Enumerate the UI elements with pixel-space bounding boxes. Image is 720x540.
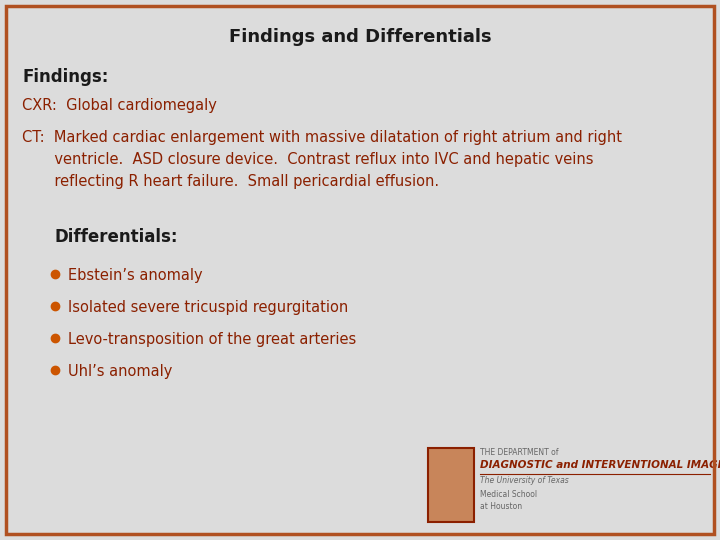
Text: CXR:  Global cardiomegaly: CXR: Global cardiomegaly bbox=[22, 98, 217, 113]
Text: reflecting R heart failure.  Small pericardial effusion.: reflecting R heart failure. Small perica… bbox=[22, 174, 439, 189]
Text: ventricle.  ASD closure device.  Contrast reflux into IVC and hepatic veins: ventricle. ASD closure device. Contrast … bbox=[22, 152, 593, 167]
Text: Isolated severe tricuspid regurgitation: Isolated severe tricuspid regurgitation bbox=[68, 300, 348, 315]
Text: Differentials:: Differentials: bbox=[55, 228, 179, 246]
Text: at Houston: at Houston bbox=[480, 502, 522, 511]
FancyBboxPatch shape bbox=[428, 448, 474, 522]
Text: The University of Texas: The University of Texas bbox=[480, 476, 569, 485]
Text: Uhl’s anomaly: Uhl’s anomaly bbox=[68, 364, 172, 379]
Text: Levo-transposition of the great arteries: Levo-transposition of the great arteries bbox=[68, 332, 356, 347]
Text: Findings and Differentials: Findings and Differentials bbox=[229, 28, 491, 46]
Text: Ebstein’s anomaly: Ebstein’s anomaly bbox=[68, 268, 202, 283]
Text: THE DEPARTMENT of: THE DEPARTMENT of bbox=[480, 448, 559, 457]
Text: DIAGNOSTIC and INTERVENTIONAL IMAGING: DIAGNOSTIC and INTERVENTIONAL IMAGING bbox=[480, 460, 720, 470]
Text: CT:  Marked cardiac enlargement with massive dilatation of right atrium and righ: CT: Marked cardiac enlargement with mass… bbox=[22, 130, 622, 145]
Text: Medical School: Medical School bbox=[480, 490, 537, 499]
Text: Findings:: Findings: bbox=[22, 68, 109, 86]
